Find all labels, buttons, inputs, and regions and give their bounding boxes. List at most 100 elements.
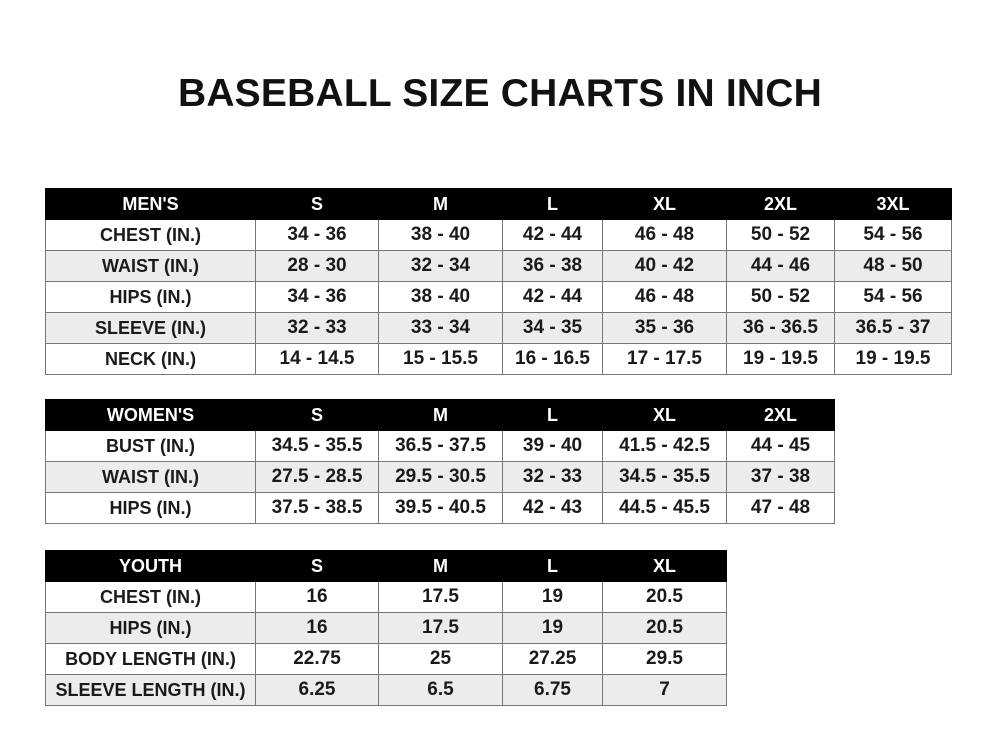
table-row: BUST (IN.) 34.5 - 35.5 36.5 - 37.5 39 - 40 4… [45,430,835,462]
size-value-cell: 16 [255,612,379,644]
size-value-cell: 36.5 - 37.5 [378,430,503,462]
size-value-cell: 32 - 33 [502,461,603,493]
size-value-cell: 41.5 - 42.5 [602,430,727,462]
size-value-cell: 39.5 - 40.5 [378,492,503,524]
size-value-cell: 27.25 [502,643,603,675]
size-column-header: S [255,399,379,431]
size-column-header: M [378,188,503,220]
size-value-cell: 42 - 43 [502,492,603,524]
size-column-header: XL [602,550,727,582]
table-row: HIPS (IN.) 37.5 - 38.5 39.5 - 40.5 42 - 43 4… [45,492,835,524]
size-column-header: M [378,550,503,582]
size-value-cell: 19 - 19.5 [726,343,835,375]
size-value-cell: 6.75 [502,674,603,706]
size-value-cell: 36 - 36.5 [726,312,835,344]
womens-size-table: WOMEN'S S M L XL 2XL BUST (IN.) 34.5 - 35.5 36.5… [45,399,835,524]
size-value-cell: 36.5 - 37 [834,312,952,344]
size-value-cell: 38 - 40 [378,219,503,251]
size-value-cell: 33 - 34 [378,312,503,344]
table-row: CHEST (IN.) 16 17.5 19 20.5 [45,581,727,613]
table-row: WAIST (IN.) 28 - 30 32 - 34 36 - 38 40 - 42 4… [45,250,952,282]
size-column-header: S [255,188,379,220]
size-value-cell: 19 [502,581,603,613]
size-column-header: XL [602,188,727,220]
table-row: HIPS (IN.) 16 17.5 19 20.5 [45,612,727,644]
size-value-cell: 19 - 19.5 [834,343,952,375]
size-value-cell: 54 - 56 [834,219,952,251]
table-category-header: YOUTH [45,550,256,582]
measurement-label: WAIST (IN.) [45,461,256,493]
youth-size-table: YOUTH S M L XL CHEST (IN.) 16 17.5 19 20.5 HIPS (I… [45,550,727,706]
size-column-header: M [378,399,503,431]
page-title: BASEBALL SIZE CHARTS IN INCH [177,72,823,115]
size-column-header: 2XL [726,188,835,220]
size-value-cell: 20.5 [602,581,727,613]
size-value-cell: 48 - 50 [834,250,952,282]
size-value-cell: 34 - 36 [255,219,379,251]
measurement-label: SLEEVE (IN.) [45,312,256,344]
size-value-cell: 22.75 [255,643,379,675]
size-value-cell: 25 [378,643,503,675]
size-column-header: 3XL [834,188,952,220]
header-row: MEN'S S M L XL 2XL 3XL [45,188,952,220]
size-value-cell: 19 [502,612,603,644]
table-row: BODY LENGTH (IN.) 22.75 25 27.25 29.5 [45,643,727,675]
size-value-cell: 36 - 38 [502,250,603,282]
size-value-cell: 37.5 - 38.5 [255,492,379,524]
size-value-cell: 7 [602,674,727,706]
measurement-label: NECK (IN.) [45,343,256,375]
size-value-cell: 37 - 38 [726,461,835,493]
size-value-cell: 50 - 52 [726,219,835,251]
size-value-cell: 47 - 48 [726,492,835,524]
size-value-cell: 16 - 16.5 [502,343,603,375]
size-value-cell: 20.5 [602,612,727,644]
table-row: CHEST (IN.) 34 - 36 38 - 40 42 - 44 46 - 48 5… [45,219,952,251]
size-value-cell: 17.5 [378,612,503,644]
size-value-cell: 6.5 [378,674,503,706]
mens-size-table: MEN'S S M L XL 2XL 3XL CHEST (IN.) 34 - 36 38 - 4… [45,188,952,375]
size-value-cell: 17 - 17.5 [602,343,727,375]
size-value-cell: 35 - 36 [602,312,727,344]
table-row: SLEEVE (IN.) 32 - 33 33 - 34 34 - 35 35 - 36… [45,312,952,344]
size-value-cell: 34.5 - 35.5 [255,430,379,462]
measurement-label: HIPS (IN.) [45,281,256,313]
size-value-cell: 34.5 - 35.5 [602,461,727,493]
table-row: WAIST (IN.) 27.5 - 28.5 29.5 - 30.5 32 - 33… [45,461,835,493]
table-row: NECK (IN.) 14 - 14.5 15 - 15.5 16 - 16.5 17 … [45,343,952,375]
size-value-cell: 27.5 - 28.5 [255,461,379,493]
header-row: YOUTH S M L XL [45,550,727,582]
measurement-label: CHEST (IN.) [45,219,256,251]
measurement-label: HIPS (IN.) [45,612,256,644]
size-value-cell: 6.25 [255,674,379,706]
size-value-cell: 44 - 45 [726,430,835,462]
measurement-label: BUST (IN.) [45,430,256,462]
size-column-header: S [255,550,379,582]
size-value-cell: 50 - 52 [726,281,835,313]
size-value-cell: 34 - 35 [502,312,603,344]
measurement-label: WAIST (IN.) [45,250,256,282]
size-value-cell: 44 - 46 [726,250,835,282]
size-value-cell: 17.5 [378,581,503,613]
size-column-header: L [502,550,603,582]
table-category-header: WOMEN'S [45,399,256,431]
size-value-cell: 42 - 44 [502,219,603,251]
size-value-cell: 40 - 42 [602,250,727,282]
size-value-cell: 39 - 40 [502,430,603,462]
size-value-cell: 28 - 30 [255,250,379,282]
size-value-cell: 38 - 40 [378,281,503,313]
size-column-header: L [502,188,603,220]
measurement-label: SLEEVE LENGTH (IN.) [45,674,256,706]
table-row: HIPS (IN.) 34 - 36 38 - 40 42 - 44 46 - 48 50… [45,281,952,313]
measurement-label: CHEST (IN.) [45,581,256,613]
size-value-cell: 29.5 - 30.5 [378,461,503,493]
size-value-cell: 44.5 - 45.5 [602,492,727,524]
size-value-cell: 34 - 36 [255,281,379,313]
table-category-header: MEN'S [45,188,256,220]
size-value-cell: 32 - 34 [378,250,503,282]
size-value-cell: 46 - 48 [602,219,727,251]
size-value-cell: 29.5 [602,643,727,675]
size-value-cell: 15 - 15.5 [378,343,503,375]
size-value-cell: 14 - 14.5 [255,343,379,375]
size-column-header: L [502,399,603,431]
size-value-cell: 32 - 33 [255,312,379,344]
